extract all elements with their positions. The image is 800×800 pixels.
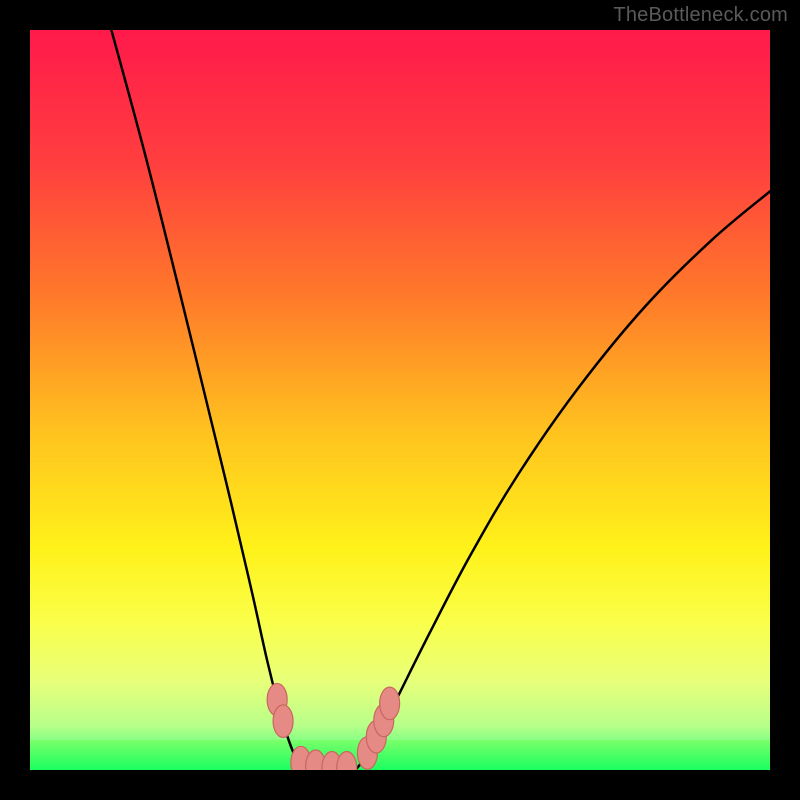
curve-left [111,30,305,770]
data-marker [337,752,357,771]
plot-area [30,30,770,770]
data-marker [273,705,293,738]
watermark-text: TheBottleneck.com [613,4,788,27]
curve-right [356,191,770,770]
bottleneck-curve [30,30,770,770]
data-marker [380,687,400,720]
